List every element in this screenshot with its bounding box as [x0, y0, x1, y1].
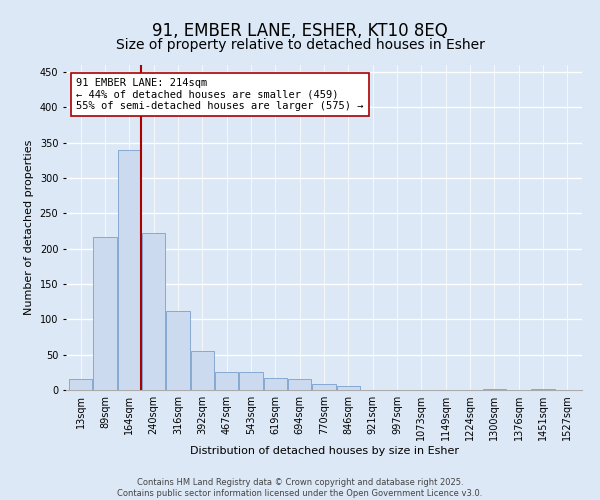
Bar — [166, 311, 190, 390]
Bar — [191, 351, 214, 390]
Text: Size of property relative to detached houses in Esher: Size of property relative to detached ho… — [116, 38, 484, 52]
X-axis label: Distribution of detached houses by size in Esher: Distribution of detached houses by size … — [190, 446, 458, 456]
Bar — [337, 386, 360, 390]
Bar — [239, 372, 263, 390]
Text: Contains HM Land Registry data © Crown copyright and database right 2025.
Contai: Contains HM Land Registry data © Crown c… — [118, 478, 482, 498]
Bar — [94, 236, 116, 390]
Text: 91, EMBER LANE, ESHER, KT10 8EQ: 91, EMBER LANE, ESHER, KT10 8EQ — [152, 22, 448, 40]
Bar — [142, 233, 165, 390]
Text: 91 EMBER LANE: 214sqm
← 44% of detached houses are smaller (459)
55% of semi-det: 91 EMBER LANE: 214sqm ← 44% of detached … — [76, 78, 364, 111]
Bar — [215, 372, 238, 390]
Bar — [288, 378, 311, 390]
Bar — [118, 150, 141, 390]
Y-axis label: Number of detached properties: Number of detached properties — [24, 140, 34, 315]
Bar — [69, 380, 92, 390]
Bar — [313, 384, 335, 390]
Bar — [264, 378, 287, 390]
